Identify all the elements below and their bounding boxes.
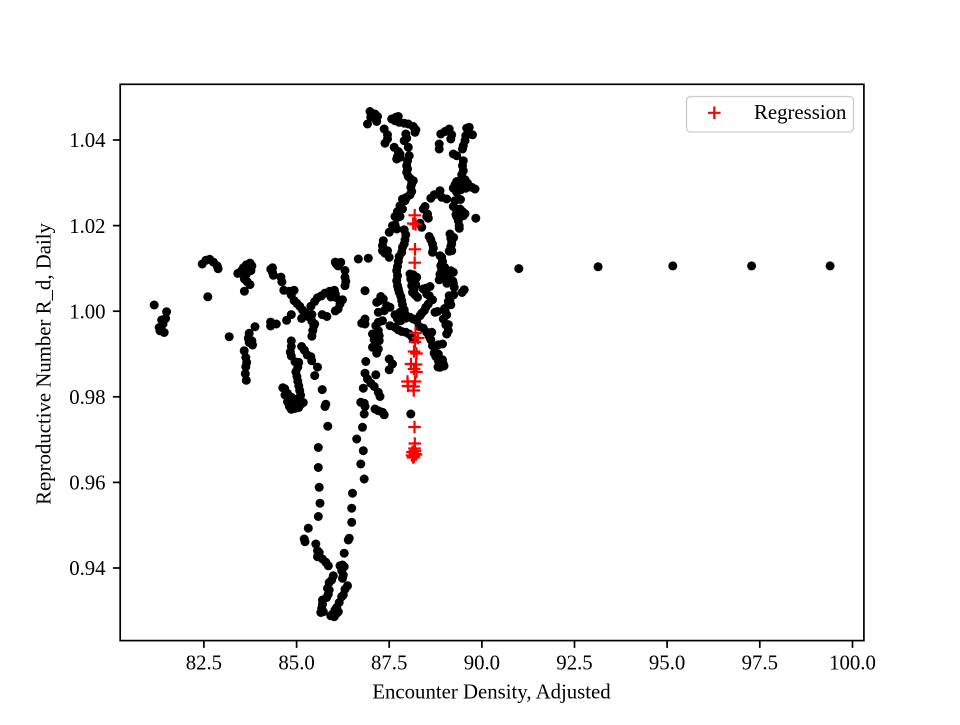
svg-text:0.98: 0.98: [69, 386, 105, 409]
svg-text:82.5: 82.5: [186, 652, 222, 675]
svg-text:90.0: 90.0: [464, 652, 500, 675]
svg-text:Regression: Regression: [754, 101, 847, 124]
svg-text:Reproductive Number R_d, Daily: Reproductive Number R_d, Daily: [33, 222, 56, 504]
svg-text:0.94: 0.94: [69, 557, 106, 580]
svg-text:0.96: 0.96: [69, 472, 105, 495]
svg-text:97.5: 97.5: [742, 652, 778, 675]
svg-text:95.0: 95.0: [649, 652, 685, 675]
svg-text:1.00: 1.00: [69, 300, 105, 323]
svg-text:85.0: 85.0: [278, 652, 314, 675]
svg-text:87.5: 87.5: [371, 652, 407, 675]
svg-text:100.0: 100.0: [829, 652, 876, 675]
svg-text:1.04: 1.04: [69, 129, 106, 152]
svg-text:1.02: 1.02: [69, 215, 105, 238]
svg-text:92.5: 92.5: [556, 652, 592, 675]
svg-text:Encounter Density, Adjusted: Encounter Density, Adjusted: [372, 680, 611, 703]
